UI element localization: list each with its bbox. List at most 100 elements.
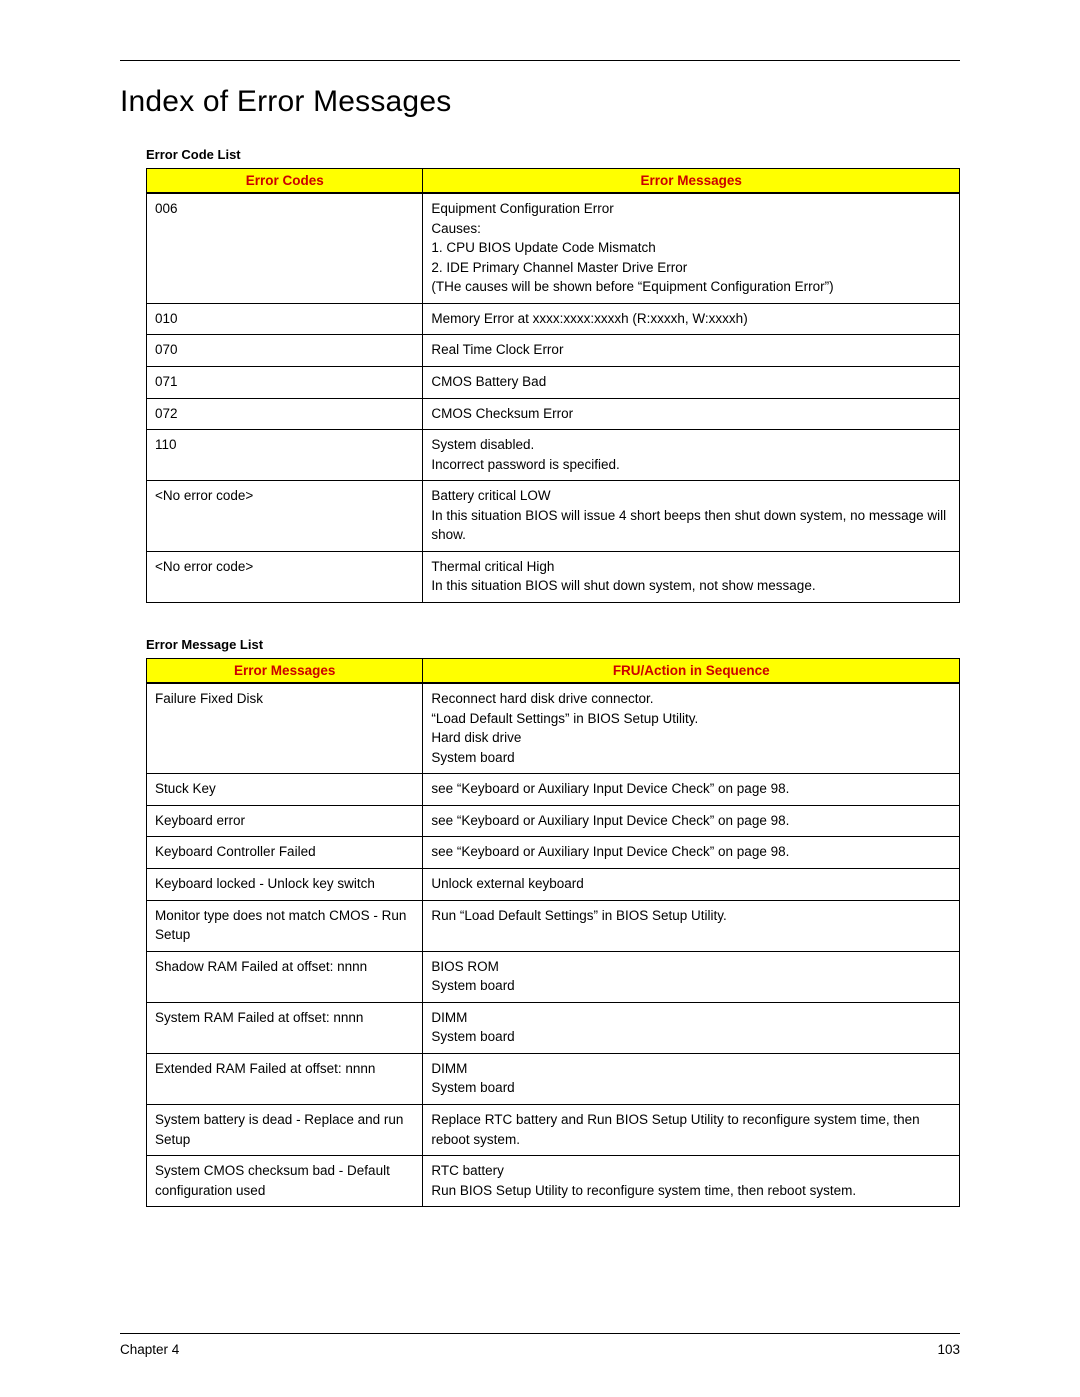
table-row: Stuck Key see “Keyboard or Auxiliary Inpu… [147,774,960,806]
error-message-cell: Equipment Configuration ErrorCauses:1. C… [423,193,960,303]
spacer [120,603,960,629]
error-message-cell: Thermal critical HighIn this situation B… [423,551,960,602]
error-message-cell: RTC batteryRun BIOS Setup Utility to rec… [423,1156,960,1207]
table-row: <No error code>Battery critical LOWIn th… [147,481,960,552]
table2-body: Failure Fixed DiskReconnect hard disk dr… [147,683,960,1207]
message-line: 1. CPU BIOS Update Code Mismatch [431,238,951,258]
error-message-cell: DIMMSystem board [423,1053,960,1104]
table-row: 006Equipment Configuration ErrorCauses:1… [147,193,960,303]
message-line: BIOS ROM [431,957,951,977]
error-message-cell: see “Keyboard or Auxiliary Input Device … [423,837,960,869]
error-code-cell: System battery is dead - Replace and run… [147,1105,423,1156]
table1-col2-header: Error Messages [423,169,960,194]
message-line: see “Keyboard or Auxiliary Input Device … [431,811,951,831]
table-row: 071 CMOS Battery Bad [147,366,960,398]
error-message-cell: Memory Error at xxxx:xxxx:xxxxh (R:xxxxh… [423,303,960,335]
error-message-cell: Unlock external keyboard [423,868,960,900]
error-code-cell: 110 [147,430,423,481]
page-container: Index of Error Messages Error Code List … [0,0,1080,1397]
table-row: 110System disabled.Incorrect password is… [147,430,960,481]
message-line: System board [431,976,951,996]
table-row: Keyboard Controller Failed see “Keyboard … [147,837,960,869]
message-line: Real Time Clock Error [431,340,951,360]
message-line: Battery critical LOW [431,486,951,506]
error-message-cell: see “Keyboard or Auxiliary Input Device … [423,805,960,837]
message-line: (THe causes will be shown before “Equipm… [431,277,951,297]
message-line: see “Keyboard or Auxiliary Input Device … [431,779,951,799]
top-rule [120,60,960,61]
message-line: Run BIOS Setup Utility to reconfigure sy… [431,1181,951,1201]
table-row: <No error code>Thermal critical HighIn t… [147,551,960,602]
table-row: Failure Fixed DiskReconnect hard disk dr… [147,683,960,774]
message-line: System board [431,1078,951,1098]
error-code-cell: 072 [147,398,423,430]
table-row: 010 Memory Error at xxxx:xxxx:xxxxh (R:xx… [147,303,960,335]
error-code-cell: 010 [147,303,423,335]
table-row: Keyboard locked - Unlock key switchUnloc… [147,868,960,900]
error-code-cell: Keyboard Controller Failed [147,837,423,869]
error-code-cell: Monitor type does not match CMOS - Run S… [147,900,423,951]
message-line: In this situation BIOS will shut down sy… [431,576,951,596]
message-line: Run “Load Default Settings” in BIOS Setu… [431,906,951,926]
error-code-table: Error Codes Error Messages 006Equipment … [146,168,960,603]
table-row: System battery is dead - Replace and run… [147,1105,960,1156]
page-footer: Chapter 4 103 [120,1333,960,1357]
message-line: 2. IDE Primary Channel Master Drive Erro… [431,258,951,278]
error-message-cell: Reconnect hard disk drive connector.“Loa… [423,683,960,774]
table-row: System CMOS checksum bad - Default confi… [147,1156,960,1207]
error-code-cell: Extended RAM Failed at offset: nnnn [147,1053,423,1104]
error-message-cell: Battery critical LOWIn this situation BI… [423,481,960,552]
message-line: System disabled. [431,435,951,455]
message-line: Thermal critical High [431,557,951,577]
table2-col1-header: Error Messages [147,659,423,684]
error-code-cell: <No error code> [147,481,423,552]
message-line: RTC battery [431,1161,951,1181]
error-message-cell: Replace RTC battery and Run BIOS Setup U… [423,1105,960,1156]
error-code-cell: System RAM Failed at offset: nnnn [147,1002,423,1053]
table-row: Extended RAM Failed at offset: nnnnDIMMS… [147,1053,960,1104]
table1-body: 006Equipment Configuration ErrorCauses:1… [147,193,960,603]
table-row: Monitor type does not match CMOS - Run S… [147,900,960,951]
message-line: System board [431,1027,951,1047]
message-line: Replace RTC battery and Run BIOS Setup U… [431,1110,951,1149]
message-line: CMOS Battery Bad [431,372,951,392]
message-line: System board [431,748,951,768]
message-line: Causes: [431,219,951,239]
error-code-cell: Failure Fixed Disk [147,683,423,774]
error-message-cell: System disabled.Incorrect password is sp… [423,430,960,481]
message-line: CMOS Checksum Error [431,404,951,424]
message-line: see “Keyboard or Auxiliary Input Device … [431,842,951,862]
error-message-cell: Run “Load Default Settings” in BIOS Setu… [423,900,960,951]
table1-header-row: Error Codes Error Messages [147,169,960,194]
message-line: Hard disk drive [431,728,951,748]
table2-header-row: Error Messages FRU/Action in Sequence [147,659,960,684]
message-line: DIMM [431,1059,951,1079]
table-row: Shadow RAM Failed at offset: nnnnBIOS RO… [147,951,960,1002]
message-line: “Load Default Settings” in BIOS Setup Ut… [431,709,951,729]
error-code-cell: 070 [147,335,423,367]
error-message-cell: see “Keyboard or Auxiliary Input Device … [423,774,960,806]
message-line: Memory Error at xxxx:xxxx:xxxxh (R:xxxxh… [431,309,951,329]
error-message-cell: BIOS ROMSystem board [423,951,960,1002]
error-message-cell: Real Time Clock Error [423,335,960,367]
table2-col2-header: FRU/Action in Sequence [423,659,960,684]
content-area: Index of Error Messages Error Code List … [120,85,960,1333]
message-line: DIMM [431,1008,951,1028]
error-code-cell: System CMOS checksum bad - Default confi… [147,1156,423,1207]
error-code-cell: <No error code> [147,551,423,602]
error-code-cell: 071 [147,366,423,398]
message-line: Reconnect hard disk drive connector. [431,689,951,709]
error-code-cell: 006 [147,193,423,303]
message-line: Equipment Configuration Error [431,199,951,219]
message-line: Incorrect password is specified. [431,455,951,475]
message-line: In this situation BIOS will issue 4 shor… [431,506,951,545]
error-message-cell: CMOS Battery Bad [423,366,960,398]
page-title: Index of Error Messages [120,85,960,119]
error-message-cell: DIMMSystem board [423,1002,960,1053]
footer-right: 103 [937,1342,960,1357]
error-code-cell: Shadow RAM Failed at offset: nnnn [147,951,423,1002]
table-row: 070 Real Time Clock Error [147,335,960,367]
error-code-cell: Keyboard error [147,805,423,837]
error-code-cell: Stuck Key [147,774,423,806]
table-row: System RAM Failed at offset: nnnnDIMMSys… [147,1002,960,1053]
